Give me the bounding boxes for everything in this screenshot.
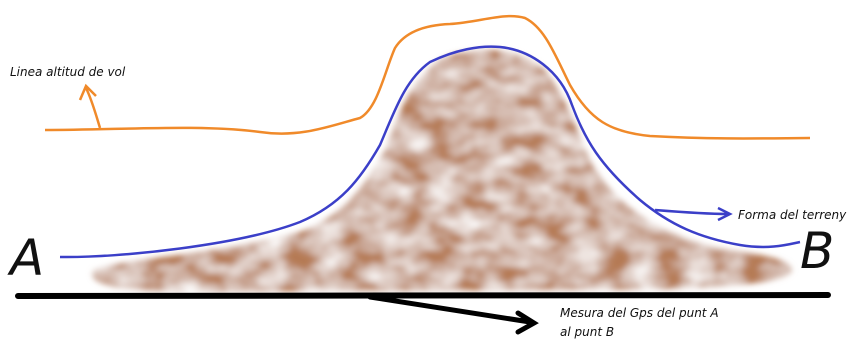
gps-baseline — [18, 295, 828, 296]
flight-arrow — [80, 86, 100, 128]
terrain-fill — [92, 50, 792, 292]
point-b: B — [800, 222, 834, 280]
gps-arrow — [370, 297, 534, 332]
diagram: A B Linea altitud de vol Forma del terre… — [0, 0, 864, 340]
flight-label: Linea altitud de vol — [10, 65, 126, 79]
point-a: A — [7, 229, 44, 287]
gps-label: al punt B — [560, 325, 614, 339]
gps-label: Mesura del Gps del punt A — [560, 306, 719, 320]
terrain-label: Forma del terreny — [738, 208, 847, 222]
